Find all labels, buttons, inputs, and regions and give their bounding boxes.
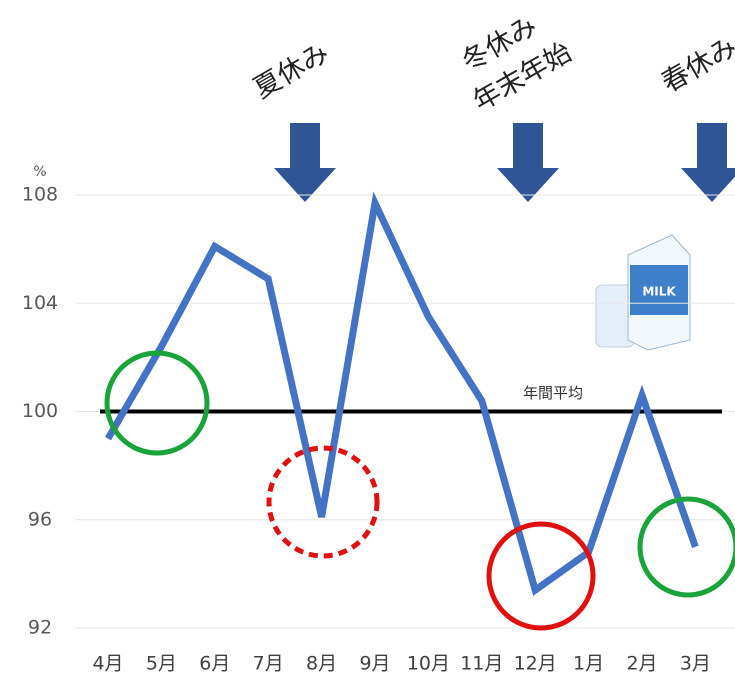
y-tick-label: 96 xyxy=(28,508,52,530)
y-tick-label: 92 xyxy=(28,617,52,639)
arrow xyxy=(497,123,559,202)
carton-band xyxy=(630,265,688,315)
x-tick-label: 10月 xyxy=(407,653,450,675)
x-tick-label: 1月 xyxy=(573,653,604,675)
highlight-circle xyxy=(486,521,596,631)
x-tick-label: 11月 xyxy=(460,653,503,675)
x-tick-label: 7月 xyxy=(253,653,284,675)
x-tick-label: 9月 xyxy=(359,653,390,675)
arrow xyxy=(274,123,336,202)
arrows xyxy=(274,123,735,202)
series-line xyxy=(104,191,699,596)
y-tick-label: 100 xyxy=(22,400,58,422)
y-unit: % xyxy=(33,164,46,180)
annotation: 春休み xyxy=(657,31,735,98)
arrow xyxy=(681,123,735,202)
average-label: 年間平均 xyxy=(523,384,583,402)
x-tick-label: 3月 xyxy=(680,653,711,675)
carton-label: MILK xyxy=(642,285,676,299)
highlight-circle xyxy=(266,445,380,559)
milk-illustration: MILK xyxy=(595,234,691,351)
y-tick-label: 104 xyxy=(22,292,58,314)
x-tick-label: 5月 xyxy=(146,653,177,675)
x-tick-label: 6月 xyxy=(199,653,230,675)
x-tick-label: 12月 xyxy=(514,653,557,675)
annotation: 夏休み xyxy=(249,37,335,104)
x-tick-label: 8月 xyxy=(306,653,337,675)
x-tick-label: 4月 xyxy=(92,653,123,675)
y-tick-label: 108 xyxy=(22,184,58,206)
x-tick-label: 2月 xyxy=(626,653,657,675)
highlight-circle xyxy=(104,350,210,456)
highlight-circle xyxy=(637,496,735,598)
